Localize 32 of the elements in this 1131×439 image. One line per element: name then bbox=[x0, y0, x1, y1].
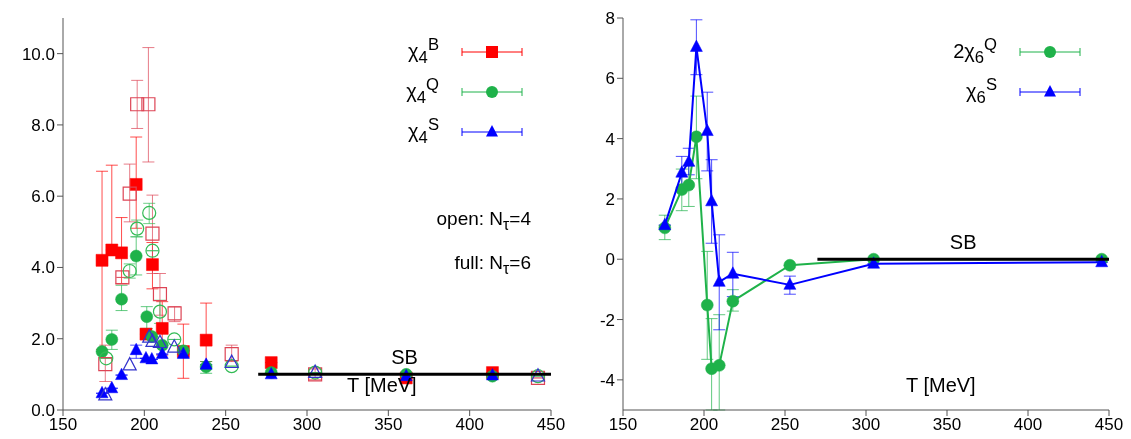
x-tick-label: 350 bbox=[932, 415, 962, 435]
y-tick-label: 6.0 bbox=[31, 187, 55, 207]
annotation: full: N$_{τ}$=6 bbox=[454, 252, 531, 278]
x-tick-label: 450 bbox=[536, 415, 566, 435]
y-tick-label: 8 bbox=[605, 9, 615, 29]
x-tick-label: 150 bbox=[608, 415, 638, 435]
y-tick-label: -4 bbox=[599, 370, 615, 390]
annotation: open: N$_{τ}$=4 bbox=[436, 208, 531, 234]
x-tick-label: 400 bbox=[1013, 415, 1043, 435]
y-tick-label: 8.0 bbox=[31, 115, 55, 135]
x-tick-label: 300 bbox=[851, 415, 881, 435]
x-axis-title: T [MeV] bbox=[906, 374, 976, 397]
annotation: SB bbox=[391, 346, 418, 370]
y-tick-label: -2 bbox=[599, 310, 615, 330]
y-tick-label: 10.0 bbox=[21, 44, 55, 64]
x-tick-label: 250 bbox=[770, 415, 800, 435]
x-tick-label: 350 bbox=[374, 415, 403, 435]
annotation: SB bbox=[949, 231, 977, 255]
x-tick-label: 450 bbox=[1094, 415, 1124, 435]
y-tick-label: 4.0 bbox=[31, 258, 55, 278]
y-tick-label: 2.0 bbox=[31, 329, 55, 349]
y-tick-label: 2 bbox=[605, 189, 615, 209]
x-tick-label: 200 bbox=[130, 415, 159, 435]
x-tick-label: 300 bbox=[292, 415, 322, 435]
x-tick-label: 150 bbox=[48, 415, 78, 435]
y-tick-label: 6 bbox=[605, 69, 615, 89]
x-tick-label: 400 bbox=[455, 415, 484, 435]
x-axis-title: T [MeV] bbox=[347, 374, 417, 397]
x-tick-label: 200 bbox=[689, 415, 719, 435]
y-tick-label: 4 bbox=[605, 129, 615, 149]
x-tick-label: 250 bbox=[211, 415, 240, 435]
y-tick-label: 0 bbox=[605, 250, 615, 270]
